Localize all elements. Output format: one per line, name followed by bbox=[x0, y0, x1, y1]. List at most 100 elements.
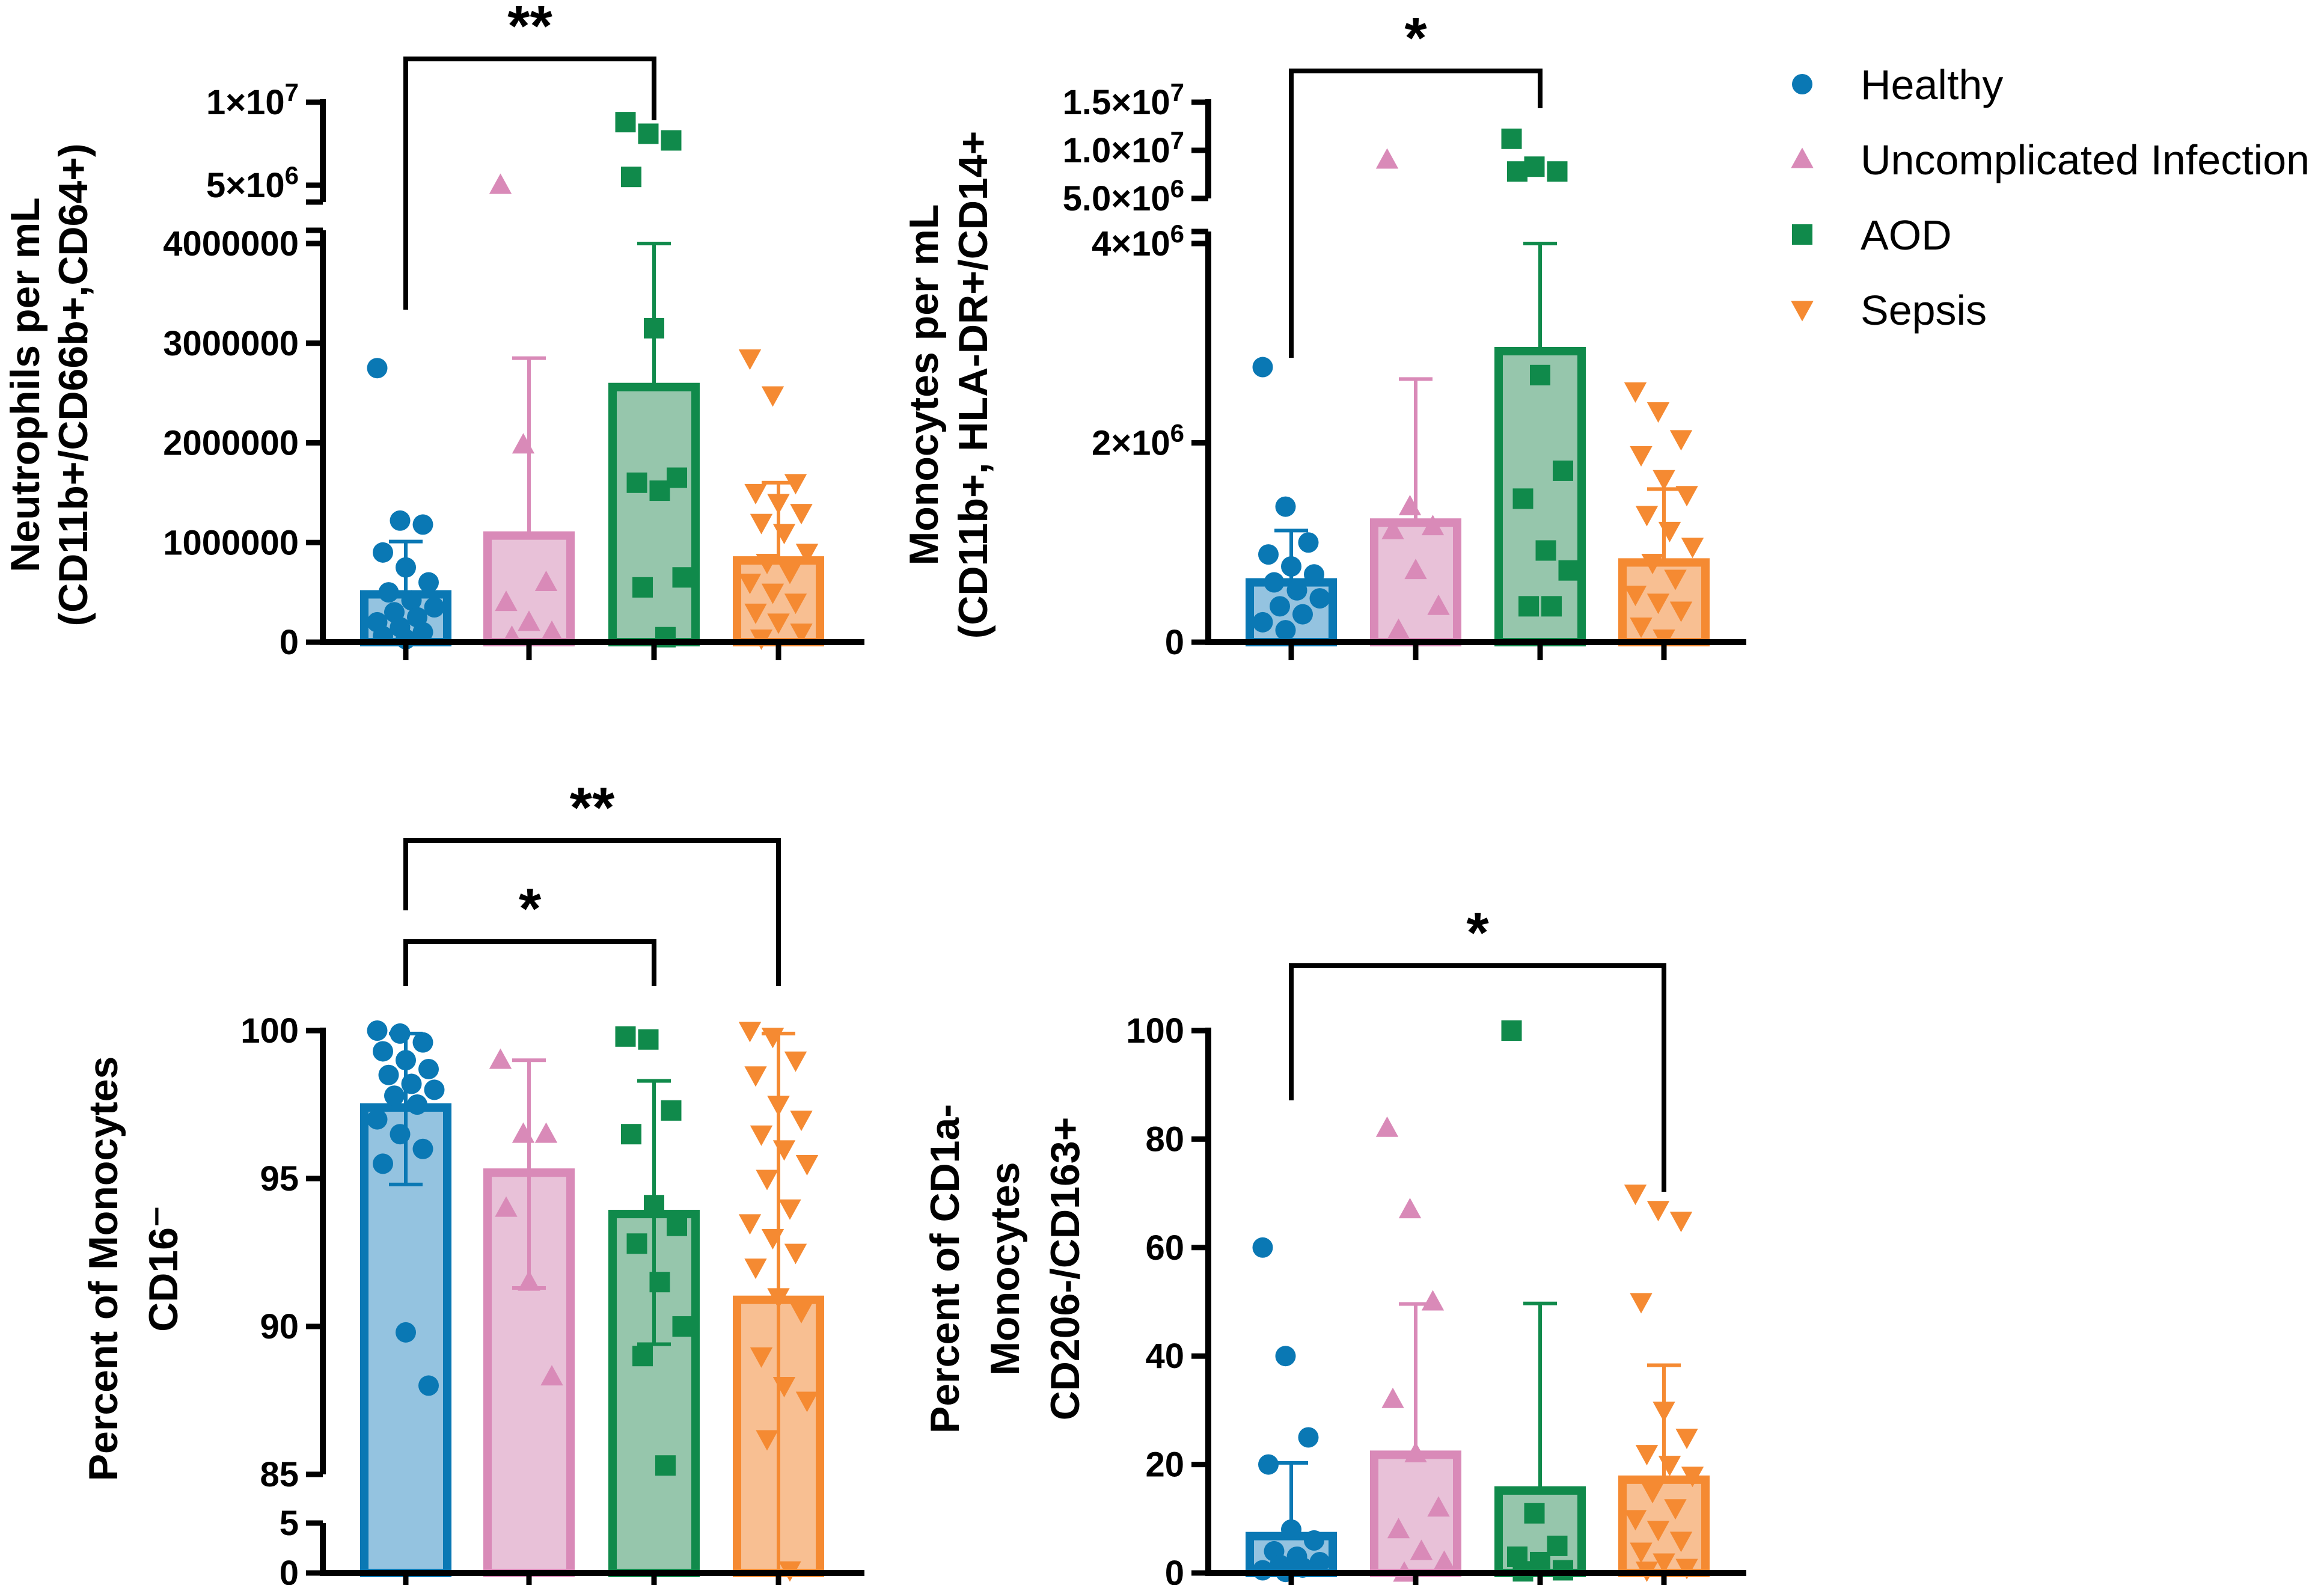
data-point bbox=[738, 349, 762, 370]
data-point bbox=[1664, 1499, 1687, 1520]
data-point bbox=[667, 1215, 687, 1236]
y-tick-label: 20 bbox=[1145, 1446, 1184, 1485]
y-ticks: 0 20 40 60 80 100 bbox=[1126, 1011, 1208, 1585]
y-tick-label: 1000000 bbox=[163, 523, 299, 562]
chart-cd163-monocytes: Percent of CD1a- Monocytes CD206-/CD163+… bbox=[922, 901, 1746, 1585]
data-point bbox=[1258, 544, 1279, 565]
legend-label: Healthy bbox=[1861, 61, 2003, 108]
data-point bbox=[1647, 402, 1670, 423]
significance-label: ** bbox=[507, 0, 552, 58]
y-tick-label: 2×106 bbox=[1092, 419, 1184, 463]
data-point bbox=[767, 494, 790, 515]
data-point bbox=[790, 504, 813, 525]
data-point bbox=[661, 1100, 682, 1121]
data-point bbox=[1653, 1553, 1675, 1574]
data-point bbox=[1252, 1237, 1273, 1258]
data-point bbox=[1653, 470, 1675, 491]
data-point bbox=[1433, 1550, 1456, 1571]
data-point bbox=[784, 474, 807, 495]
data-point bbox=[1410, 1539, 1433, 1560]
data-point bbox=[1641, 553, 1664, 574]
significance-bracket bbox=[1289, 69, 1543, 358]
data-point bbox=[1535, 540, 1556, 561]
data-point bbox=[1658, 521, 1681, 542]
data-points bbox=[1252, 128, 1704, 650]
chart-neutrophils: Neutrophils per mL (CD11b+/CD66b+,CD64+)… bbox=[2, 0, 864, 662]
data-point bbox=[750, 1347, 773, 1368]
data-point bbox=[367, 1109, 388, 1130]
data-point bbox=[1624, 1185, 1647, 1206]
y-axis-label-line-2: (CD11b+, HLA-DR+/CD14+ bbox=[950, 131, 996, 639]
y-ticks: 0 1000000 2000000 3000000 4000000 5×106 1×107 bbox=[163, 78, 323, 662]
data-point bbox=[784, 1051, 807, 1072]
data-point bbox=[661, 130, 682, 151]
data-point bbox=[390, 1023, 411, 1044]
data-point bbox=[1252, 612, 1273, 633]
data-point bbox=[1630, 618, 1653, 639]
data-point bbox=[1375, 148, 1399, 169]
data-point bbox=[1669, 1531, 1693, 1553]
data-point bbox=[518, 610, 540, 631]
data-point bbox=[1427, 1496, 1450, 1517]
data-point bbox=[1298, 1427, 1319, 1448]
legend-item-sepsis: Sepsis bbox=[1791, 287, 1987, 334]
significance-bracket bbox=[1289, 963, 1666, 1192]
error-bars bbox=[389, 1031, 795, 1575]
data-point bbox=[396, 557, 416, 578]
data-point bbox=[1681, 538, 1704, 559]
data-point bbox=[396, 1322, 416, 1343]
data-point bbox=[407, 1094, 427, 1115]
data-point bbox=[1404, 1442, 1427, 1463]
data-point bbox=[1501, 1020, 1522, 1041]
data-point bbox=[1675, 486, 1698, 507]
significance-label: * bbox=[1404, 6, 1427, 70]
data-point bbox=[512, 433, 535, 454]
data-point bbox=[767, 1288, 790, 1309]
data-point bbox=[761, 1028, 784, 1049]
data-point bbox=[378, 1064, 399, 1085]
data-point bbox=[1669, 1212, 1693, 1233]
y-axis-label-line-3: CD206-/CD163+ bbox=[1042, 1117, 1088, 1421]
data-point bbox=[756, 1430, 778, 1451]
data-point bbox=[1421, 515, 1445, 536]
data-points bbox=[1252, 1020, 1704, 1583]
data-point bbox=[784, 1243, 807, 1265]
data-point bbox=[738, 574, 762, 595]
data-point bbox=[1512, 488, 1534, 509]
data-point bbox=[767, 1096, 790, 1117]
y-tick-label: 1.5×107 bbox=[1063, 78, 1184, 122]
data-point bbox=[412, 622, 433, 643]
data-point bbox=[795, 544, 819, 565]
data-point bbox=[761, 583, 784, 604]
data-point bbox=[1275, 1346, 1296, 1367]
data-point bbox=[424, 596, 445, 618]
data-point bbox=[1641, 1483, 1664, 1504]
y-tick-label: 5×106 bbox=[206, 161, 299, 205]
data-point bbox=[1281, 1519, 1301, 1540]
significance-brackets: ** bbox=[403, 0, 656, 310]
data-point bbox=[761, 1228, 784, 1249]
data-point bbox=[412, 1032, 433, 1053]
data-point bbox=[540, 620, 563, 641]
y-tick-label: 1×107 bbox=[206, 78, 299, 122]
data-point bbox=[1664, 569, 1687, 590]
data-point bbox=[632, 577, 653, 598]
data-point bbox=[644, 1195, 664, 1216]
data-point bbox=[1647, 593, 1670, 615]
legend-label: Uncomplicated Infection bbox=[1861, 136, 2310, 183]
data-point bbox=[1421, 1290, 1445, 1311]
data-point bbox=[738, 1022, 762, 1043]
y-tick-label: 5 bbox=[280, 1504, 299, 1543]
y-tick-label: 2000000 bbox=[163, 424, 299, 463]
error-bars bbox=[1274, 242, 1681, 583]
data-point bbox=[1398, 1198, 1422, 1219]
data-point bbox=[790, 1111, 813, 1132]
y-tick-label: 0 bbox=[280, 1554, 299, 1585]
data-point bbox=[373, 542, 393, 563]
y-axis-label-line-2: (CD11b+/CD66b+,CD64+) bbox=[50, 143, 96, 626]
data-point bbox=[649, 480, 670, 501]
data-point bbox=[750, 514, 773, 535]
legend-marker-icon bbox=[1791, 147, 1814, 168]
data-point bbox=[638, 123, 659, 144]
